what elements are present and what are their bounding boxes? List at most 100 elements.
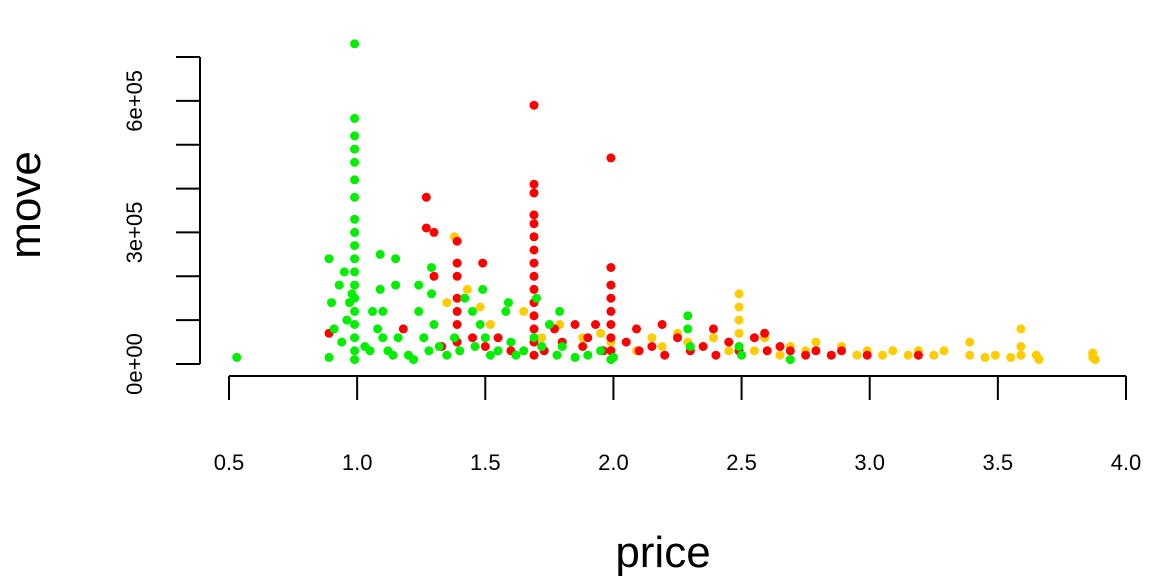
data-point: [478, 284, 488, 294]
data-point: [583, 350, 593, 360]
data-point: [511, 350, 521, 360]
data-point: [460, 293, 470, 303]
data-point: [350, 254, 360, 264]
data-point: [342, 315, 352, 325]
data-point: [329, 324, 339, 334]
data-point: [606, 263, 616, 272]
data-point: [529, 271, 539, 281]
y-tick-label: 6e+05: [122, 70, 147, 132]
data-point: [450, 333, 459, 343]
data-point: [775, 350, 785, 360]
data-point: [775, 342, 785, 351]
data-point: [350, 192, 360, 202]
data-point: [468, 306, 477, 316]
data-point: [878, 350, 887, 360]
data-point: [475, 320, 485, 329]
data-point: [427, 289, 436, 299]
points-layer: [232, 39, 1100, 365]
data-point: [557, 342, 567, 351]
data-point: [424, 346, 434, 356]
data-point: [1016, 324, 1026, 334]
data-point: [529, 188, 539, 198]
data-point: [375, 249, 385, 259]
data-point: [409, 355, 418, 365]
data-point: [350, 293, 360, 303]
data-point: [578, 342, 588, 351]
data-point: [929, 350, 939, 360]
data-point: [762, 346, 772, 356]
data-point: [393, 333, 403, 343]
data-point: [708, 324, 718, 334]
data-point: [350, 241, 360, 251]
data-point: [990, 350, 1000, 360]
data-point: [529, 311, 539, 321]
data-point: [785, 346, 795, 356]
data-point: [503, 298, 513, 308]
data-point: [468, 333, 477, 343]
data-point: [419, 333, 429, 343]
data-point: [452, 236, 462, 246]
data-point: [852, 350, 862, 360]
data-point: [429, 320, 439, 329]
x-tick-label: 3.5: [983, 450, 1014, 475]
x-tick-label: 1.5: [470, 450, 501, 475]
data-point: [657, 320, 667, 329]
x-tick-label: 1.0: [342, 450, 373, 475]
data-point: [529, 219, 539, 229]
data-point: [427, 263, 436, 272]
data-point: [350, 131, 360, 141]
data-point: [980, 352, 990, 362]
data-point: [485, 350, 495, 360]
y-axis-title: move: [1, 151, 50, 259]
data-point: [552, 350, 562, 360]
data-point: [544, 320, 554, 329]
data-point: [606, 153, 616, 163]
data-point: [734, 315, 744, 325]
data-point: [608, 352, 618, 362]
data-point: [375, 284, 385, 294]
x-tick-label: 0.5: [214, 450, 245, 475]
data-point: [373, 324, 383, 334]
data-point: [485, 320, 495, 329]
data-point: [634, 346, 644, 356]
data-point: [826, 350, 836, 360]
data-point: [350, 157, 360, 167]
data-point: [506, 337, 516, 347]
data-point: [434, 342, 444, 351]
data-point: [324, 254, 334, 264]
data-point: [414, 306, 424, 316]
data-point: [350, 320, 360, 329]
data-point: [683, 324, 693, 334]
data-point: [734, 302, 744, 312]
data-point: [529, 324, 539, 334]
data-point: [749, 346, 759, 356]
data-point: [519, 306, 529, 316]
data-point: [724, 337, 734, 347]
y-tick-label: 3e+05: [122, 202, 147, 264]
data-point: [350, 113, 360, 123]
data-point: [711, 350, 721, 360]
data-point: [606, 333, 616, 343]
data-point: [480, 333, 490, 343]
data-point: [734, 289, 744, 299]
data-point: [478, 258, 488, 268]
data-point: [475, 302, 485, 312]
data-point: [378, 333, 388, 343]
data-point: [388, 350, 398, 360]
data-point: [529, 100, 539, 110]
data-point: [368, 306, 377, 316]
data-point: [596, 328, 606, 338]
data-point: [232, 352, 242, 362]
data-point: [493, 346, 503, 356]
data-point: [801, 350, 811, 360]
data-point: [555, 306, 565, 316]
data-point: [350, 175, 360, 185]
data-point: [327, 298, 336, 308]
data-point: [1090, 355, 1100, 365]
data-point: [811, 337, 821, 347]
data-point: [391, 254, 401, 264]
data-point: [350, 306, 360, 316]
data-point: [621, 337, 631, 347]
data-point: [606, 293, 616, 303]
